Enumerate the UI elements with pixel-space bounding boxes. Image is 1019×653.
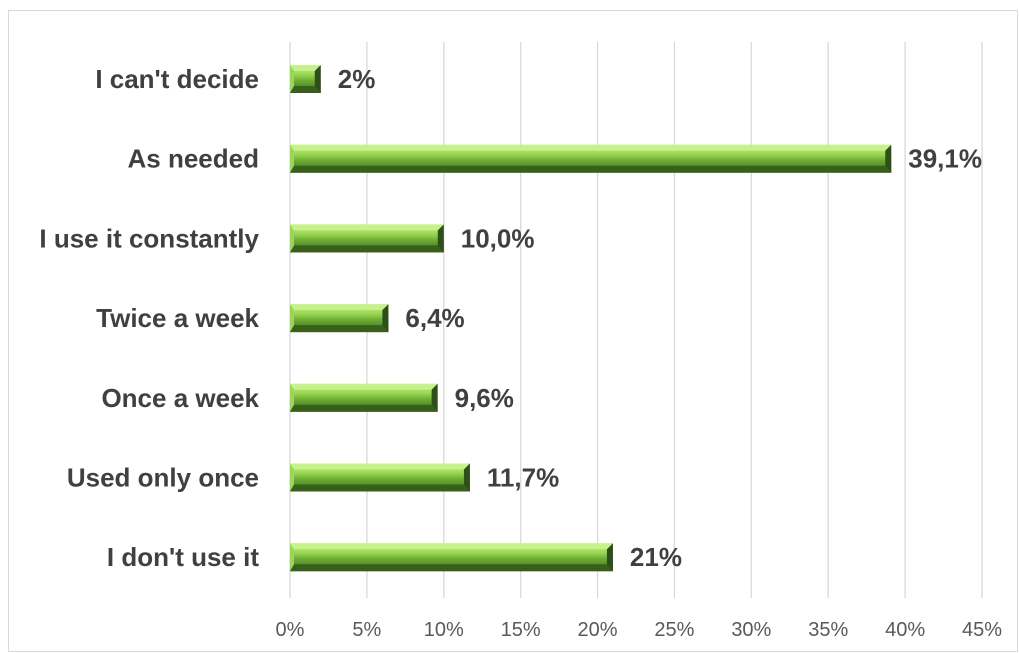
category-label: As needed xyxy=(128,144,260,174)
x-tick-label: 5% xyxy=(352,619,381,641)
x-tick-label: 35% xyxy=(808,619,848,641)
bar xyxy=(290,224,444,253)
value-label: 2% xyxy=(338,64,376,94)
category-label: Once a week xyxy=(101,383,259,413)
x-tick-label: 40% xyxy=(885,619,925,641)
category-label: Twice a week xyxy=(96,303,259,333)
bar xyxy=(290,463,470,492)
bar xyxy=(290,65,321,93)
category-label: I use it constantly xyxy=(39,223,259,253)
category-label: I can't decide xyxy=(95,64,259,94)
x-tick-label: 0% xyxy=(276,619,305,641)
value-label: 6,4% xyxy=(405,303,464,333)
x-tick-label: 20% xyxy=(578,619,618,641)
bar xyxy=(290,144,892,173)
value-label: 11,7% xyxy=(487,463,559,493)
x-tick-label: 25% xyxy=(654,619,694,641)
value-label: 21% xyxy=(630,542,682,572)
value-labels: 2% 39,1% 10,0% 6,4% 9,6% 11,7% 21% xyxy=(338,64,982,572)
x-tick-label: 15% xyxy=(501,619,541,641)
value-label: 10,0% xyxy=(461,223,535,253)
x-tick-label: 30% xyxy=(731,619,771,641)
category-labels: I can't decide As needed I use it constant… xyxy=(39,64,259,572)
value-label: 39,1% xyxy=(908,144,982,174)
x-tick-label: 45% xyxy=(962,619,1002,641)
x-axis-tick-labels: 0% 5% 10% 15% 20% 25% 30% 35% 40% 45% xyxy=(276,619,1003,641)
category-label: Used only once xyxy=(67,463,259,493)
category-label: I don't use it xyxy=(107,542,259,572)
bar xyxy=(290,304,389,333)
value-label: 9,6% xyxy=(455,383,514,413)
bar xyxy=(290,543,613,572)
bars xyxy=(290,65,892,572)
bar xyxy=(290,383,438,412)
gridlines xyxy=(289,42,983,598)
x-tick-label: 10% xyxy=(424,619,464,641)
